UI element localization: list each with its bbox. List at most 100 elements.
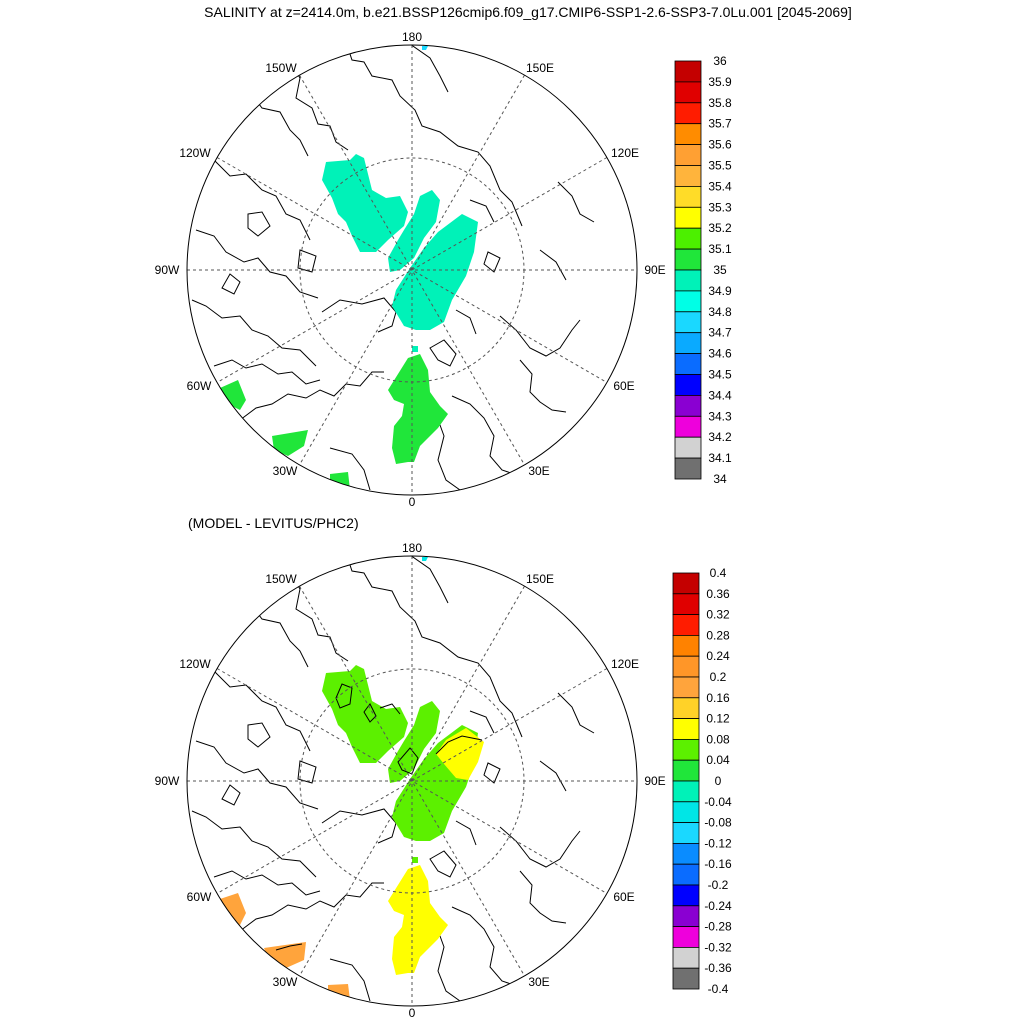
colorbar-tick-label: 0.28 [706, 628, 730, 642]
colorbar-tick-label: 35 [713, 263, 727, 277]
meridian-label: 150W [265, 572, 297, 586]
colorbar-tick-label: 0.24 [706, 649, 730, 663]
colorbar-tick-label: 35.2 [708, 221, 732, 235]
colorbar-tick-label: 35.6 [708, 138, 732, 152]
region-greenland-sea [388, 865, 448, 975]
colorbar-tick-label: -0.4 [708, 982, 729, 996]
colorbar-swatch [674, 269, 702, 292]
colorbar-tick-label: 34.5 [708, 368, 732, 382]
colorbar-swatch [672, 926, 700, 948]
meridian-label: 30W [273, 975, 298, 989]
difference-fill [220, 557, 484, 1002]
coastlines [191, 45, 595, 491]
colorbar-swatch [672, 593, 700, 615]
colorbar-tick-label: 0.2 [710, 670, 727, 684]
colorbar-swatch [672, 905, 700, 927]
meridian-labels: 180 150E 120E 90E 60E 30E 0 30W 60W 90W 120W 150W [155, 30, 666, 509]
colorbar-swatch [674, 248, 702, 271]
colorbar-swatch [672, 884, 700, 907]
colorbar-swatch [672, 572, 700, 595]
colorbar-tick-label: 35.5 [708, 159, 732, 173]
colorbar-swatch [674, 81, 702, 104]
region-top-cyan-dot [422, 557, 428, 561]
colorbar-swatch [674, 415, 702, 438]
meridian-label: 90E [644, 774, 665, 788]
colorbar-tick-label: 34 [713, 472, 727, 486]
region-nansen-basin [392, 214, 478, 330]
meridian-label: 150E [526, 61, 554, 75]
region-atlantic-bottom [328, 984, 350, 1002]
colorbar-swatch [672, 697, 700, 719]
salinity-map-panel: 180 150E 120E 90E 60E 30E 0 30W 60W 90W 120W 150W 3… [155, 30, 732, 509]
colorbar-tick-label: 0.32 [706, 608, 730, 622]
meridian-label: 30E [528, 975, 549, 989]
colorbar-swatch [674, 102, 702, 125]
colorbar-swatch [674, 394, 702, 417]
colorbar-tick-label: 35.9 [708, 75, 732, 89]
meridian-label: 60E [613, 379, 634, 393]
meridian-label: 0 [409, 1006, 416, 1020]
colorbar-tick-label: 34.7 [708, 326, 732, 340]
colorbar-tick-label: 35.8 [708, 96, 732, 110]
region-atlantic-bottom [330, 472, 350, 492]
region-lomonosov [388, 701, 440, 783]
colorbar-tick-label: 36 [713, 54, 727, 68]
meridian-label: 0 [409, 495, 416, 509]
colorbar-swatch [672, 863, 700, 886]
graticule [187, 45, 637, 495]
colorbar-swatch [672, 967, 700, 990]
colorbar-tick-label: 0.04 [706, 753, 730, 767]
colorbar-swatch [674, 60, 702, 83]
region-gakkel-east [436, 728, 484, 780]
meridian-label: 120W [179, 146, 211, 160]
colorbar-tick-label: -0.16 [704, 857, 732, 871]
colorbar-swatch [672, 718, 700, 740]
meridian-label: 90W [155, 263, 180, 277]
colorbar-swatch [672, 635, 700, 657]
map-border [186, 555, 638, 1007]
colorbar-tick-label: -0.36 [704, 961, 732, 975]
colorbar-tick-label: 34.4 [708, 388, 732, 402]
colorbar-tick-label: 35.4 [708, 179, 732, 193]
meridian-label: 90W [155, 774, 180, 788]
colorbar-tick-label: 35.7 [708, 117, 732, 131]
colorbar-tick-label: 0.08 [706, 732, 730, 746]
colorbar-tick-label: -0.04 [704, 795, 732, 809]
colorbar-swatch [674, 374, 702, 396]
colorbar-swatch [674, 206, 702, 229]
region-labrador-sea [220, 380, 246, 410]
colorbar-tick-label: 34.3 [708, 409, 732, 423]
region-small-green [412, 857, 418, 863]
colorbar: 36 35.9 35.8 35.7 35.6 35.5 35.4 35.3 35.2 35.1 35… [674, 54, 732, 486]
meridian-label: 150E [526, 572, 554, 586]
meridian-label: 180 [402, 541, 422, 555]
region-canada-basin [322, 154, 408, 252]
colorbar-swatch [674, 311, 702, 334]
colorbar-tick-label: -0.24 [704, 899, 732, 913]
colorbar-swatch [674, 290, 702, 313]
colorbar-swatch [674, 457, 702, 480]
colorbar-swatch [672, 614, 700, 636]
colorbar-swatch [672, 947, 700, 969]
colorbar-tick-label: -0.32 [704, 940, 732, 954]
colorbar-tick-label: 0.16 [706, 691, 730, 705]
graticule [187, 556, 637, 1006]
meridian-label: 120W [179, 657, 211, 671]
colorbar-swatch [674, 144, 702, 166]
salinity-fill [220, 46, 478, 492]
figure-title: SALINITY at z=2414.0m, b.e21.BSSP126cmip… [204, 4, 852, 20]
meridian-label: 30W [273, 464, 298, 478]
meridian-label: 60W [187, 379, 212, 393]
map-border [186, 44, 638, 496]
colorbar-swatch [674, 185, 702, 208]
colorbar-tick-label: 0.12 [706, 712, 730, 726]
colorbar-tick-label: 34.6 [708, 347, 732, 361]
colorbar-swatch [674, 353, 702, 375]
colorbar-tick-label: 35.3 [708, 200, 732, 214]
figure-subtitle: (MODEL - LEVITUS/PHC2) [188, 515, 359, 531]
colorbar-tick-label: 0 [715, 774, 722, 788]
colorbar-swatch [672, 822, 700, 844]
colorbar-tick-label: 34.2 [708, 430, 732, 444]
meridian-label: 120E [611, 146, 639, 160]
